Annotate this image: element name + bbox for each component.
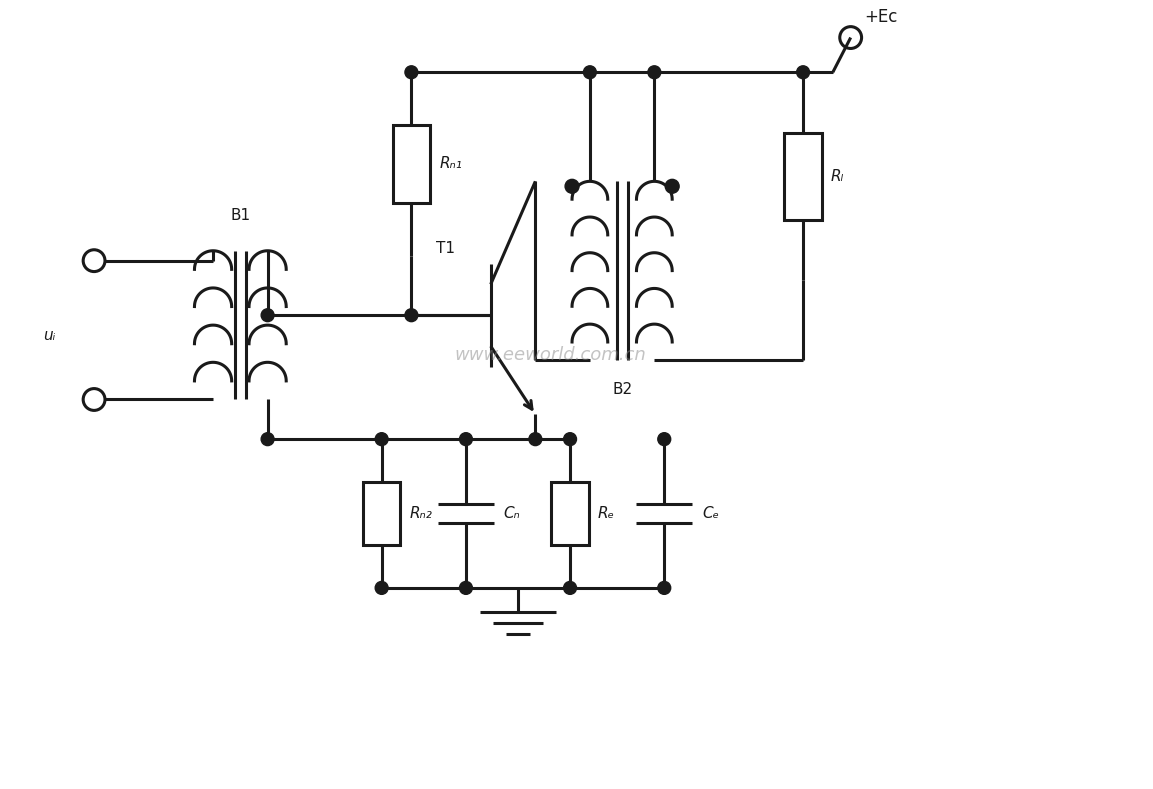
Circle shape <box>797 65 809 79</box>
Circle shape <box>564 432 576 446</box>
Bar <box>392 125 430 203</box>
Circle shape <box>658 581 671 594</box>
Circle shape <box>648 65 661 79</box>
Text: +Ec: +Ec <box>865 8 898 26</box>
Circle shape <box>564 581 576 594</box>
Text: B2: B2 <box>612 382 632 397</box>
Circle shape <box>262 432 274 446</box>
Circle shape <box>405 65 417 79</box>
Circle shape <box>658 432 671 446</box>
Bar <box>363 482 400 544</box>
Text: Rₙ₁: Rₙ₁ <box>439 156 462 171</box>
Text: Rₙ₂: Rₙ₂ <box>409 506 432 521</box>
Bar <box>784 133 822 220</box>
Circle shape <box>565 179 579 193</box>
Circle shape <box>529 432 542 446</box>
Circle shape <box>375 432 389 446</box>
Text: Cₑ: Cₑ <box>702 506 719 521</box>
Circle shape <box>460 581 473 594</box>
Circle shape <box>375 581 389 594</box>
Circle shape <box>262 308 274 322</box>
Text: Rₗ: Rₗ <box>831 169 844 184</box>
Bar <box>551 482 589 544</box>
Text: Rₑ: Rₑ <box>597 506 615 521</box>
Circle shape <box>405 308 417 322</box>
Text: uᵢ: uᵢ <box>44 327 55 342</box>
Text: www.eeworld.com.cn: www.eeworld.com.cn <box>454 346 646 364</box>
Circle shape <box>460 432 473 446</box>
Text: Cₙ: Cₙ <box>504 506 520 521</box>
Circle shape <box>583 65 596 79</box>
Circle shape <box>665 179 679 193</box>
Text: T1: T1 <box>436 241 455 256</box>
Text: B1: B1 <box>231 208 250 223</box>
